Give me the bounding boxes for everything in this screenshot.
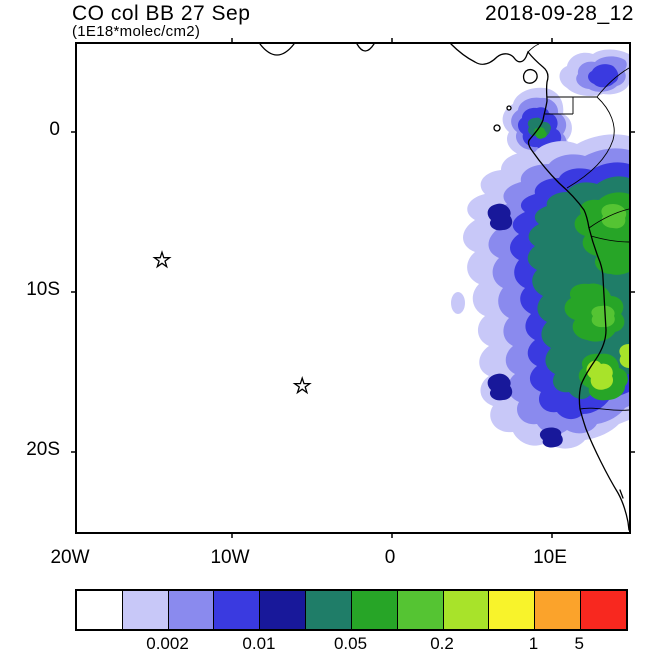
chart-units: (1E18*molec/cm2)	[72, 23, 201, 40]
colorbar-cell	[260, 591, 307, 629]
colorbar-label: 0.01	[242, 634, 276, 653]
colorbar-label: 0.002	[146, 634, 189, 653]
colorbar-labels: 0.002 0.01 0.05 0.2 1 5	[76, 634, 625, 658]
star-marker	[152, 250, 172, 269]
colorbar-label: 0.2	[430, 634, 454, 653]
y-tick-label-0: 0	[49, 119, 60, 140]
chart-title: CO col BB 27 Sep	[72, 2, 251, 25]
colorbar-cell	[489, 591, 536, 629]
country-borders	[527, 43, 630, 411]
x-tick-label-10w: 10W	[210, 547, 250, 568]
colorbar-cell	[306, 591, 352, 629]
colorbar-cell	[535, 591, 582, 629]
colorbar-cell	[443, 591, 490, 629]
map-svg	[71, 38, 635, 538]
axis-ticks	[71, 38, 635, 538]
colorbar-cell	[168, 591, 215, 629]
map-plot-area	[71, 38, 635, 538]
y-tick-label-20s: 20S	[26, 439, 60, 460]
colorbar-cell	[214, 591, 261, 629]
colorbar-cell	[77, 591, 123, 629]
x-tick-label-0: 0	[384, 547, 396, 568]
valid-time-label: 2018-09-28_12	[485, 2, 634, 25]
colorbar	[75, 589, 628, 631]
y-tick-label-10s: 10S	[26, 279, 60, 300]
colorbar-cell	[351, 591, 398, 629]
colorbar-cell	[397, 591, 444, 629]
colorbar-cell	[122, 591, 169, 629]
coastline	[259, 43, 630, 531]
x-tick-label-10e: 10E	[533, 547, 567, 568]
colorbar-label: 0.05	[333, 634, 368, 653]
colorbar-label: 1	[528, 634, 539, 653]
colorbar-label: 5	[574, 634, 584, 653]
co-contour-fills	[451, 49, 629, 449]
colorbar-cell	[581, 591, 626, 629]
star-marker	[292, 376, 312, 395]
x-tick-label-20w: 20W	[50, 547, 90, 568]
